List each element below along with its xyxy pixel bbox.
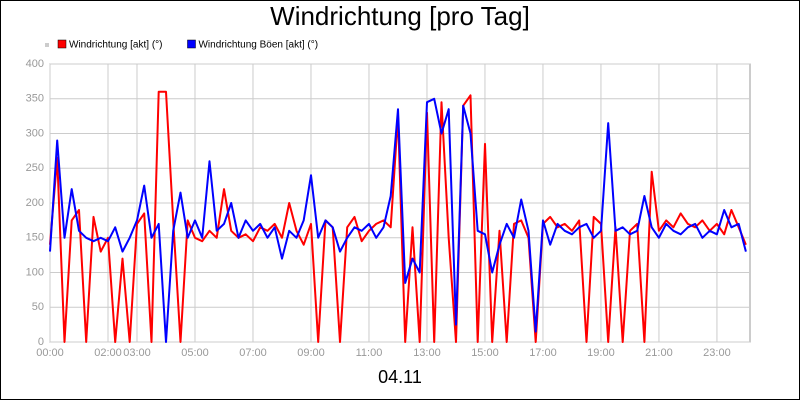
y-tick-label: 250 [26, 162, 44, 174]
y-tick-label: 300 [26, 127, 44, 139]
chart-title: Windrichtung [pro Tag] [270, 1, 530, 31]
y-tick-label: 100 [26, 266, 44, 278]
x-tick-label: 02:00 [94, 347, 122, 359]
x-axis-label: 04.11 [378, 367, 422, 387]
x-tick-label: 23:00 [703, 347, 731, 359]
line-series [49, 97, 747, 343]
x-tick-label: 05:00 [181, 347, 209, 359]
y-tick-label: 150 [26, 232, 44, 244]
x-tick-label: 00:00 [36, 347, 64, 359]
x-tick-label: 09:00 [297, 347, 325, 359]
legend-label: Windrichtung Böen [akt] (°) [198, 40, 318, 51]
x-tick-label: 03:00 [123, 347, 151, 359]
x-tick-label: 19:00 [587, 347, 615, 359]
legend-swatch [57, 39, 67, 49]
legend-label: Windrichtung [akt] (°) [69, 40, 162, 51]
y-tick-label: 0 [38, 336, 44, 348]
x-tick-label: 17:00 [529, 347, 557, 359]
y-tick-label: 400 [26, 58, 44, 70]
y-tick-label: 350 [26, 93, 44, 105]
x-tick-label: 15:00 [471, 347, 499, 359]
x-tick-label: 11:00 [356, 347, 383, 359]
x-tick-label: 21:00 [645, 347, 673, 359]
x-tick-label: 07:00 [239, 347, 267, 359]
legend-swatch [187, 39, 196, 49]
legend-marker [45, 43, 49, 47]
y-tick-label: 50 [32, 301, 44, 313]
y-tick-label: 200 [26, 197, 44, 209]
x-tick-label: 13:00 [413, 347, 441, 359]
